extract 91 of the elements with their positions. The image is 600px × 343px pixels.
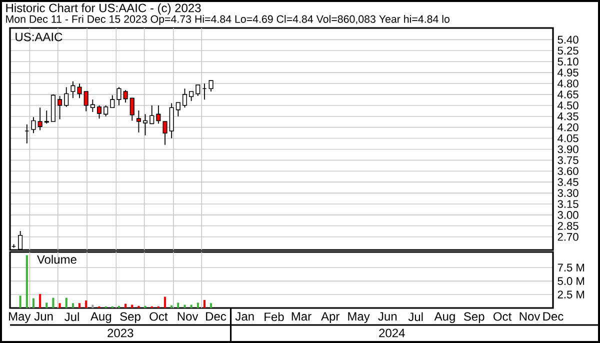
- candlestick: [58, 95, 62, 120]
- bar: [26, 255, 28, 308]
- candlestick: [116, 86, 122, 106]
- x-tick-label: Aug: [90, 312, 112, 324]
- y-tick-label: 4.35: [558, 112, 578, 120]
- bar: [32, 298, 35, 308]
- candlestick: [110, 94, 115, 108]
- x-tick-label: Jan: [235, 312, 254, 321]
- candlestick: [156, 104, 161, 124]
- candlestick: [123, 90, 128, 103]
- bar: [78, 303, 81, 308]
- chart-subtitle: Mon Dec 11 - Fri Dec 15 2023 Op=4.73 Hi=4.84 Lo=4.69 Cl=4.84 Vol=860,083 Year hi=4.84 lo: [6, 15, 450, 25]
- bar: [184, 304, 186, 308]
- y-tick-label: 5.40: [558, 36, 578, 44]
- y-tick-label: 4.05: [558, 134, 578, 142]
- y-tick-label: 3.15: [558, 200, 578, 208]
- candlestick: [38, 107, 42, 131]
- y-tick-label: 5.25: [558, 46, 578, 55]
- bar: [210, 303, 212, 308]
- bar: [72, 303, 74, 308]
- bar: [124, 304, 127, 308]
- text: 2023: [108, 328, 134, 338]
- x-tick-label: Sep: [464, 312, 484, 324]
- x-tick-label: Nov: [178, 312, 198, 321]
- annotation: US:AAIC: [16, 32, 62, 42]
- y-tick-label: 4.65: [558, 90, 578, 98]
- y-tick-label: 2.70: [558, 232, 578, 241]
- candlestick: [44, 110, 49, 124]
- candlestick: [130, 98, 134, 122]
- y-tick-label: 2.85: [558, 222, 578, 230]
- bar: [52, 298, 54, 308]
- candlestick: [104, 104, 108, 117]
- candlestick: [70, 80, 76, 99]
- text: 2024: [379, 328, 405, 338]
- candlestick: [90, 99, 95, 112]
- candlestick: [189, 91, 194, 102]
- x-tick-label: Mar: [292, 312, 312, 321]
- x-tick-label: Nov: [520, 312, 540, 321]
- x-tick-label: Apr: [321, 312, 340, 324]
- candlestick: [150, 104, 154, 124]
- bar: [58, 303, 61, 308]
- bar: [85, 300, 88, 308]
- x-tick-label: Aug: [434, 312, 455, 324]
- bar: [177, 302, 180, 308]
- x-tick-label: Jun: [34, 312, 53, 321]
- y-tick-label: 3.60: [558, 167, 578, 176]
- y-tick-label: 5.0 M: [558, 277, 584, 285]
- candlestick: [196, 84, 200, 96]
- y-tick-label: 4.50: [558, 102, 578, 110]
- y-tick-label: 2.5 M: [558, 290, 584, 298]
- x-tick-label: Jun: [378, 312, 397, 321]
- bar: [39, 294, 42, 308]
- x-tick-label: Oct: [494, 312, 512, 321]
- y-tick-label: 4.95: [558, 68, 578, 76]
- candlestick: [176, 102, 180, 117]
- candlestick: [182, 88, 188, 108]
- candlestick: [96, 104, 102, 120]
- y-tick-label: 4.80: [558, 80, 578, 88]
- x-tick-label: Jul: [408, 312, 423, 322]
- candlestick: [162, 121, 168, 146]
- bar: [196, 302, 199, 308]
- y-tick-label: 3.45: [558, 178, 578, 186]
- x-tick-label: Dec: [543, 312, 564, 321]
- y-tick-label: 3.75: [558, 156, 578, 164]
- x-tick-label: Jul: [64, 312, 79, 322]
- x-tick-label: May: [9, 312, 31, 324]
- x-tick-label: Oct: [150, 312, 168, 321]
- candlestick: [64, 86, 69, 108]
- y-tick-label: 4.20: [558, 123, 578, 132]
- x-tick-label: Dec: [206, 312, 226, 321]
- y-tick-label: 3.30: [558, 189, 578, 197]
- candlestick: [169, 102, 174, 139]
- y-tick-label: 3.00: [558, 211, 578, 219]
- chart-title: Volume: [36, 254, 76, 264]
- candlestick: [84, 91, 88, 112]
- x-tick-label: Sep: [120, 312, 140, 324]
- x-tick-label: Feb: [264, 312, 284, 322]
- chart-title: Historic Chart for US:AAIC - (c) 2023: [6, 3, 201, 15]
- bar: [203, 300, 206, 308]
- x-tick-label: May: [348, 312, 370, 324]
- candlestick: [208, 80, 214, 92]
- candlestick: [143, 114, 148, 136]
- candlestick: [31, 116, 36, 134]
- bar: [170, 305, 173, 308]
- y-tick-label: 5.10: [558, 58, 578, 66]
- candlestick: [77, 83, 82, 99]
- bar: [65, 298, 68, 308]
- y-tick-label: 3.90: [558, 145, 578, 154]
- y-tick-label: 7.5 M: [558, 264, 584, 272]
- bar: [164, 296, 166, 308]
- candlestick: [136, 110, 141, 133]
